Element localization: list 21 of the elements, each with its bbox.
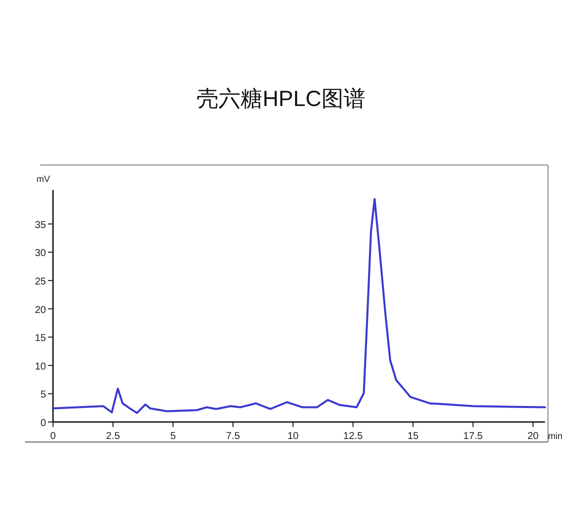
chart-title: 壳六糖HPLC图谱 — [196, 86, 366, 111]
x-tick-label: 2.5 — [106, 431, 120, 442]
y-tick-label: 25 — [34, 276, 46, 288]
x-tick-label: 5 — [170, 431, 176, 442]
x-axis-title: min — [548, 431, 562, 441]
y-tick-label: 10 — [34, 361, 46, 372]
x-tick-label: 12.5 — [343, 431, 364, 442]
y-tick-label: 20 — [34, 304, 46, 316]
x-tick-label: 10 — [287, 431, 299, 442]
x-tick-label: 0 — [50, 431, 56, 442]
x-tick-label: 17.5 — [463, 431, 484, 442]
y-tick-label: 35 — [34, 220, 46, 231]
y-tick-label: 0 — [40, 418, 46, 429]
y-tick-label: 15 — [34, 333, 46, 344]
y-tick-label: 5 — [40, 390, 46, 401]
y-tick-label: 30 — [34, 248, 46, 260]
x-tick-label: 15 — [407, 431, 419, 442]
x-tick-label: 20 — [527, 431, 539, 442]
y-axis-title: mV — [36, 174, 50, 184]
x-tick-label: 7.5 — [226, 431, 240, 442]
line-series — [52, 198, 546, 414]
